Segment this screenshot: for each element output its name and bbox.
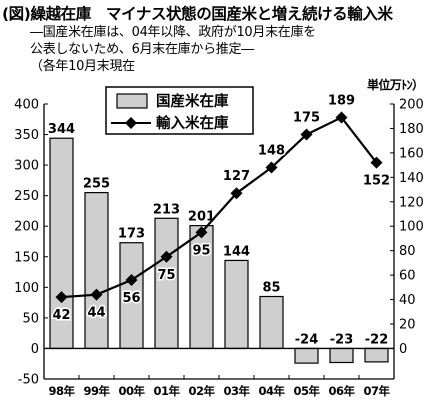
right-tick-label: 120	[399, 195, 424, 210]
left-tick-label: 150	[14, 250, 39, 265]
bar-value-label: 144	[223, 244, 250, 259]
imported-rice-line	[61, 116, 378, 299]
axes: 400350300250200150100500-502001801601401…	[14, 98, 424, 399]
line-value-label: 42	[52, 308, 70, 323]
line-marker-00年	[125, 274, 138, 286]
bar-value-label: 255	[83, 177, 110, 192]
line-value-label: 95	[192, 243, 210, 258]
bar-99年	[84, 192, 109, 350]
legend-label-domestic: 国産米在庫	[156, 92, 229, 110]
x-tick-label: 07年	[363, 384, 390, 398]
left-tick-label: 50	[22, 311, 39, 326]
bar-value-label: 344	[48, 122, 75, 137]
legend-bar-swatch	[116, 93, 148, 109]
legend-label-imported: 輸入米在庫	[156, 114, 229, 132]
line-value-label: 44	[87, 306, 105, 321]
line-value-label: 189	[328, 93, 355, 108]
bar-value-label: 201	[188, 210, 215, 225]
x-tick-label: 04年	[258, 384, 285, 398]
right-tick-label: 160	[399, 146, 424, 161]
bar-07年	[364, 347, 389, 363]
left-tick-label: 100	[14, 281, 39, 296]
bar-value-label: -23	[330, 332, 354, 347]
line-marker-01年	[160, 250, 173, 263]
line-marker-02年	[195, 226, 208, 239]
bar-value-label: 85	[262, 281, 280, 296]
legend-diamond-marker	[125, 117, 137, 129]
bar-series-domestic	[49, 137, 389, 364]
x-tick-label: 06年	[328, 384, 355, 398]
note-line-1: ―国産米在庫は、04年以降、政府が10月末在庫を	[30, 25, 316, 40]
bar-05年	[294, 347, 319, 364]
x-tick-label: 98年	[48, 384, 75, 398]
bar-value-label: 173	[118, 227, 145, 242]
right-tick-label: 180	[399, 122, 424, 137]
line-marker-99年	[90, 288, 103, 301]
right-tick-label: 0	[399, 342, 407, 357]
legend: 国産米在庫 輸入米在庫	[105, 86, 254, 135]
x-tick-label: 00年	[118, 384, 145, 398]
x-tick-label: 03年	[223, 384, 250, 398]
line-marker-07年	[370, 156, 383, 169]
x-tick-label: 02年	[188, 384, 215, 398]
note-line-2: 公表しないため、6月末在庫から推定―	[30, 42, 254, 57]
line-marker-98年	[55, 291, 68, 304]
right-tick-label: 100	[399, 220, 424, 235]
bar-value-label: -22	[365, 332, 389, 347]
left-tick-label: 200	[14, 220, 39, 235]
line-value-label: 175	[293, 111, 320, 126]
left-tick-label: 300	[14, 159, 39, 174]
line-value-label: 152	[363, 174, 390, 189]
left-tick-label: 0	[31, 342, 39, 357]
line-marker-04年	[265, 161, 278, 174]
x-tick-label: 05年	[293, 384, 320, 398]
x-tick-label: 99年	[83, 384, 110, 398]
line-marker-06年	[335, 111, 348, 124]
line-series-imported	[55, 111, 383, 304]
note-line-3: （各年10月末現在	[30, 59, 135, 74]
right-tick-label: 60	[399, 269, 416, 284]
right-tick-label: 80	[399, 244, 416, 259]
bar-04年	[259, 295, 284, 350]
left-tick-label: -50	[18, 373, 39, 388]
right-tick-label: 20	[399, 318, 416, 333]
right-tick-label: 40	[399, 293, 416, 308]
line-value-label: 127	[223, 169, 250, 184]
data-labels: 344 255 173 213 201 144 85 -24 -23 -22 42 44 56 75 95 1…	[48, 92, 392, 348]
line-marker-05年	[300, 128, 313, 141]
chart-title: (図)繰越在庫 マイナス状態の国産米と増え続ける輸入米	[2, 5, 393, 23]
unit-label: 単位万ﾄﾝ）	[367, 77, 423, 92]
right-tick-label: 140	[399, 171, 424, 186]
bar-03年	[224, 259, 249, 350]
left-tick-label: 350	[14, 128, 39, 143]
line-value-label: 148	[258, 144, 285, 159]
bar-01年	[154, 217, 179, 350]
line-value-label: 75	[157, 268, 175, 283]
line-value-label: 56	[122, 291, 140, 306]
bar-06年	[329, 347, 354, 364]
left-tick-label: 250	[14, 189, 39, 204]
line-marker-03年	[230, 187, 243, 200]
left-tick-label: 400	[14, 98, 39, 113]
bar-value-label: 213	[153, 202, 180, 217]
right-tick-label: 200	[399, 98, 424, 113]
x-tick-label: 01年	[153, 384, 180, 398]
bar-value-label: -24	[295, 332, 319, 347]
